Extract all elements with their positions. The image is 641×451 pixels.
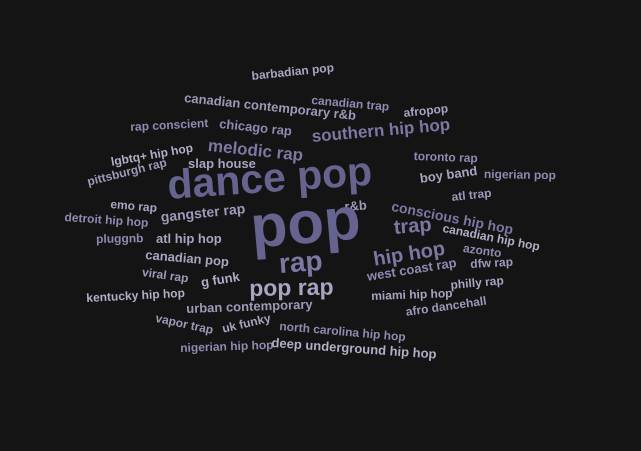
word-nigerian-pop: nigerian pop — [483, 167, 557, 183]
word-urban-contemporary: urban contemporary — [185, 296, 313, 316]
word-dfw-rap: dfw rap — [469, 254, 514, 271]
word-g-funk: g funk — [199, 268, 241, 290]
word-deep-underground-hip-hop: deep underground hip hop — [271, 335, 438, 362]
word-atl-hip-hop: atl hip hop — [156, 231, 222, 246]
word-atl-trap: atl trap — [450, 185, 493, 204]
word-canadian-pop: canadian pop — [144, 247, 230, 270]
word-trap: trap — [392, 213, 433, 239]
word-emo-rap: emo rap — [109, 197, 158, 216]
word-vapor-trap: vapor trap — [154, 311, 215, 337]
word-detroit-hip-hop: detroit hip hop — [64, 210, 149, 230]
word-pluggnb: pluggnb — [95, 231, 144, 246]
word-chicago-rap: chicago rap — [218, 116, 293, 139]
word-barbadian-pop: barbadian pop — [250, 60, 335, 83]
word-rap-conscient: rap conscient — [129, 115, 209, 134]
word-toronto-rap: toronto rap — [413, 149, 478, 166]
word-slap-house: slap house — [188, 156, 256, 171]
word-uk-funky: uk funky — [220, 310, 273, 336]
word-philly-rap: philly rap — [449, 273, 505, 292]
word-kentucky-hip-hop: kentucky hip hop — [85, 285, 186, 305]
word-boy-band: boy band — [418, 162, 479, 186]
word-nigerian-hip-hop: nigerian hip hop — [179, 337, 274, 355]
word-viral-rap: viral rap — [141, 265, 190, 286]
